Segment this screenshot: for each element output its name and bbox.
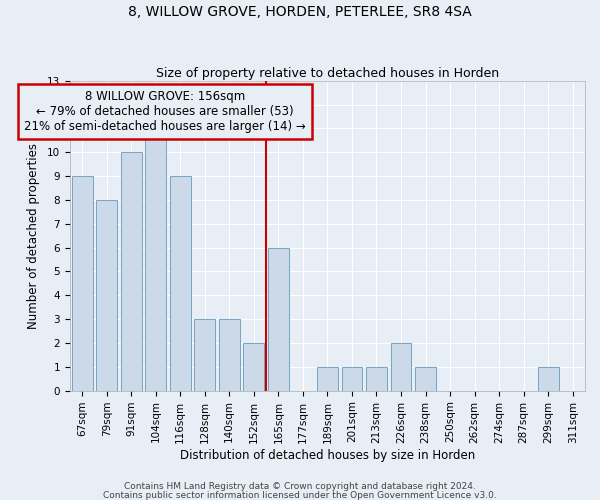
Bar xyxy=(391,343,412,390)
Bar xyxy=(244,343,264,390)
Bar xyxy=(538,367,559,390)
Bar xyxy=(268,248,289,390)
Bar xyxy=(366,367,387,390)
Bar xyxy=(415,367,436,390)
Bar xyxy=(219,319,240,390)
Bar xyxy=(341,367,362,390)
X-axis label: Distribution of detached houses by size in Horden: Distribution of detached houses by size … xyxy=(180,450,475,462)
Bar xyxy=(317,367,338,390)
Y-axis label: Number of detached properties: Number of detached properties xyxy=(27,142,40,328)
Bar xyxy=(121,152,142,390)
Bar xyxy=(170,176,191,390)
Bar xyxy=(145,128,166,390)
Text: Contains public sector information licensed under the Open Government Licence v3: Contains public sector information licen… xyxy=(103,490,497,500)
Text: Contains HM Land Registry data © Crown copyright and database right 2024.: Contains HM Land Registry data © Crown c… xyxy=(124,482,476,491)
Text: 8, WILLOW GROVE, HORDEN, PETERLEE, SR8 4SA: 8, WILLOW GROVE, HORDEN, PETERLEE, SR8 4… xyxy=(128,5,472,19)
Title: Size of property relative to detached houses in Horden: Size of property relative to detached ho… xyxy=(156,66,499,80)
Bar xyxy=(194,319,215,390)
Bar xyxy=(96,200,117,390)
Bar xyxy=(71,176,92,390)
Text: 8 WILLOW GROVE: 156sqm
← 79% of detached houses are smaller (53)
21% of semi-det: 8 WILLOW GROVE: 156sqm ← 79% of detached… xyxy=(24,90,306,133)
